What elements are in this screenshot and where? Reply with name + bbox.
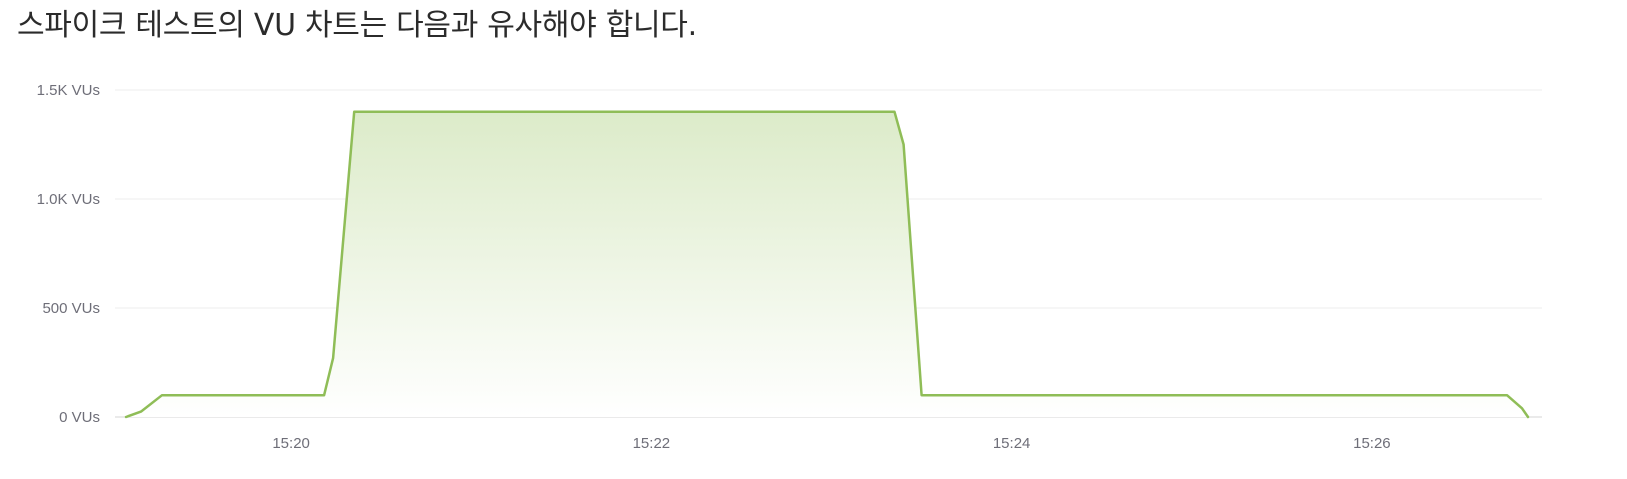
x-tick-label: 15:20 [272,435,310,452]
x-tick-label: 15:22 [633,435,671,452]
y-tick-label: 1.0K VUs [37,191,100,208]
series-layer [124,110,1530,419]
y-tick-label: 1.5K VUs [37,82,100,99]
page-heading: 스파이크 테스트의 VU 차트는 다음과 유사해야 합니다. [17,8,697,43]
y-tick-label: 0 VUs [59,409,100,426]
y-tick-label: 500 VUs [42,300,100,317]
vu-series-line [124,110,1530,419]
y-axis: 0 VUs 500 VUs 1.0K VUs 1.5K VUs [37,82,100,426]
vu-series-area [126,111,1528,418]
x-tick-label: 15:26 [1353,435,1391,452]
x-axis: 15:20 15:22 15:24 15:26 [272,435,1390,452]
x-tick-label: 15:24 [993,435,1031,452]
